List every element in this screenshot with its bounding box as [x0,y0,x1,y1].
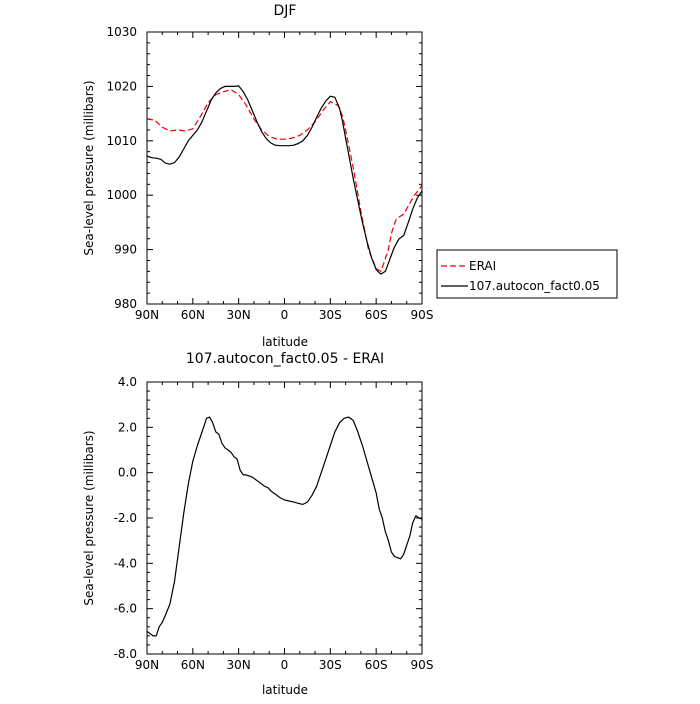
panel-2-y-tick-label: -6.0 [114,602,137,616]
panel-2-x-tick-label: 30S [319,658,342,672]
panel-2-x-tick-label: 90S [411,658,434,672]
legend-label-model: 107.autocon_fact0.05 [469,279,600,293]
panel-2-frame [146,381,423,655]
panel-1-ylabel: Sea-level pressure (millibars) [82,80,96,255]
panel-1-y-tick-label: 1030 [106,25,137,39]
panel-2-title: 107.autocon_fact0.05 - ERAI [186,351,384,367]
legend-label-erai: ERAI [469,259,496,273]
panel-1-x-ticks: 90N 60N 30N 0 30S 60S 90S [135,32,434,322]
panel-2-x-tick-label: 60S [365,658,388,672]
panel-2-y-tick-label: -8.0 [114,647,137,661]
panel-1-series-line-0 [146,89,423,272]
panel-2-y-ticks: -8.0 -6.0 -4.0 -2.0 0.0 2.0 4.0 [114,375,422,661]
legend: ERAI 107.autocon_fact0.05 [436,249,618,299]
panel-1-xlabel: latitude [262,335,308,349]
panel-1-y-tick-label: 1000 [106,188,137,202]
panel-2-x-tick-label: 0 [281,658,289,672]
panel-1-y-tick-label: 980 [114,297,137,311]
panel-1-x-tick-label: 90N [135,308,159,322]
panel-1-y-tick-label: 990 [114,243,137,257]
panel-1-y-tick-label: 1010 [106,134,137,148]
legend-box [436,249,618,299]
panel-1-title: DJF [274,3,297,19]
panel-1: DJF Sea-level pressure (millibars) latit… [82,3,433,349]
panel-2-series [146,416,423,637]
panel-2-series-line-0 [146,416,423,637]
panel-1-y-tick-label: 1020 [106,79,137,93]
panel-2: 107.autocon_fact0.05 - ERAI Sea-level pr… [82,351,433,697]
panel-2-y-tick-label: 2.0 [118,420,137,434]
panel-2-xlabel: latitude [262,683,308,697]
panel-2-y-tick-label: -4.0 [114,556,137,570]
panel-1-series-line-1 [146,85,423,275]
panel-2-y-tick-label: -2.0 [114,511,137,525]
panel-1-x-tick-label: 60S [365,308,388,322]
panel-1-x-tick-label: 60N [181,308,205,322]
panel-1-frame [146,31,423,305]
panel-1-x-tick-label: 90S [411,308,434,322]
panel-1-series [146,85,423,275]
panel-2-y-tick-label: 4.0 [118,375,137,389]
panel-1-x-tick-label: 0 [281,308,289,322]
panel-2-x-tick-label: 90N [135,658,159,672]
panel-2-y-tick-label: 0.0 [118,466,137,480]
panel-2-x-ticks: 90N 60N 30N 0 30S 60S 90S [135,382,434,672]
panel-2-x-tick-label: 30N [227,658,251,672]
panel-1-x-tick-label: 30N [227,308,251,322]
panel-2-ylabel: Sea-level pressure (millibars) [82,430,96,605]
panel-1-x-tick-label: 30S [319,308,342,322]
panel-1-y-ticks: 980 990 1000 1010 1020 1030 [106,25,422,311]
panel-2-x-tick-label: 60N [181,658,205,672]
